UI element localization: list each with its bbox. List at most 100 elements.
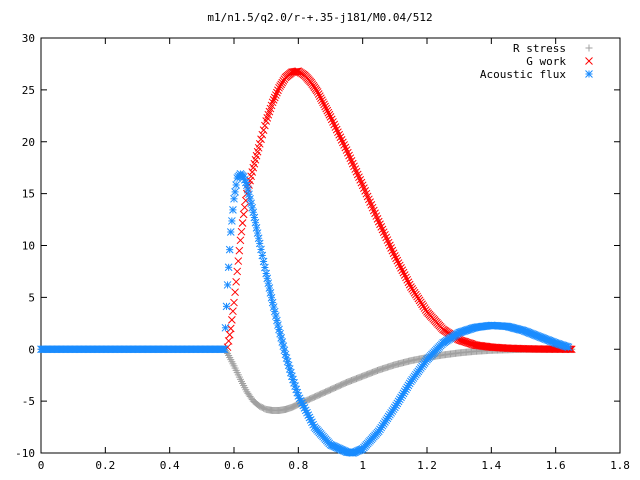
data-point bbox=[400, 271, 409, 279]
data-point bbox=[274, 86, 282, 95]
data-point bbox=[247, 199, 256, 208]
data-point bbox=[378, 225, 387, 234]
series-g-work bbox=[223, 67, 576, 354]
data-point bbox=[390, 252, 399, 260]
chart-title: m1/n1.5/q2.0/r-+.35-j181/M0.04/512 bbox=[207, 11, 432, 24]
data-point bbox=[404, 278, 413, 287]
data-point bbox=[258, 251, 267, 260]
chart-marks bbox=[37, 67, 576, 457]
data-point bbox=[248, 168, 257, 176]
data-point bbox=[232, 277, 240, 286]
data-point bbox=[251, 218, 260, 227]
data-point bbox=[273, 316, 281, 325]
data-point bbox=[231, 288, 239, 297]
data-point bbox=[263, 274, 272, 283]
data-point bbox=[270, 93, 279, 102]
data-point bbox=[257, 245, 265, 254]
y-tick-label: 25 bbox=[22, 84, 35, 97]
data-point bbox=[255, 239, 264, 248]
data-point bbox=[269, 96, 278, 104]
data-point bbox=[239, 210, 248, 219]
data-point bbox=[255, 139, 264, 148]
y-tick-label: 5 bbox=[28, 291, 35, 304]
data-point bbox=[236, 236, 245, 245]
data-point bbox=[225, 330, 234, 339]
data-point bbox=[230, 298, 238, 307]
data-point bbox=[376, 220, 384, 229]
data-point bbox=[353, 170, 362, 179]
data-point bbox=[386, 241, 394, 250]
data-point bbox=[384, 238, 393, 247]
data-point bbox=[342, 146, 351, 154]
y-tick-label: -5 bbox=[22, 395, 35, 408]
data-point bbox=[259, 257, 268, 266]
data-point bbox=[249, 208, 258, 217]
x-tick-label: 1.2 bbox=[417, 459, 437, 472]
data-point bbox=[221, 323, 230, 332]
data-point bbox=[341, 143, 350, 152]
data-point bbox=[339, 138, 347, 147]
data-point bbox=[292, 67, 301, 76]
data-point bbox=[261, 121, 269, 130]
data-point bbox=[399, 268, 408, 277]
data-point bbox=[233, 267, 242, 276]
data-point bbox=[323, 106, 332, 115]
data-point bbox=[269, 303, 278, 311]
data-point bbox=[346, 154, 355, 163]
legend-marker bbox=[585, 70, 593, 78]
data-point bbox=[336, 133, 345, 142]
data-point bbox=[232, 181, 240, 189]
data-point bbox=[393, 256, 402, 265]
data-point bbox=[264, 279, 273, 288]
data-point bbox=[405, 280, 414, 289]
axis-ticks: 0 0.2 0.4 0.6 0.8 1 1.2 1.4 1.6 1.8 -10 -5 0 5 10 15 20 2… bbox=[15, 32, 630, 472]
data-point bbox=[223, 281, 232, 289]
data-point bbox=[389, 249, 398, 258]
data-point bbox=[229, 206, 237, 214]
data-point bbox=[244, 185, 252, 194]
data-point bbox=[313, 88, 322, 96]
data-point bbox=[388, 246, 397, 255]
data-point bbox=[327, 115, 336, 124]
data-point bbox=[383, 236, 392, 244]
data-point bbox=[340, 141, 348, 149]
data-point bbox=[356, 176, 365, 184]
data-point bbox=[220, 345, 229, 354]
data-point bbox=[324, 108, 333, 117]
data-point bbox=[252, 224, 261, 232]
data-point bbox=[343, 148, 352, 157]
data-point bbox=[402, 273, 410, 282]
data-point bbox=[398, 266, 407, 275]
data-point bbox=[332, 125, 341, 134]
data-point bbox=[243, 181, 251, 190]
y-tick-label: 15 bbox=[22, 188, 35, 201]
data-point bbox=[325, 110, 334, 119]
data-point bbox=[224, 263, 233, 272]
series-acoustic-flux bbox=[37, 170, 573, 457]
data-point bbox=[274, 321, 282, 329]
data-point bbox=[352, 167, 361, 176]
y-tick-label: 0 bbox=[28, 343, 35, 356]
x-tick-label: 0.6 bbox=[224, 459, 244, 472]
x-tick-label: 0 bbox=[38, 459, 45, 472]
x-tick-label: 0.4 bbox=[160, 459, 180, 472]
data-point bbox=[254, 234, 263, 243]
data-point bbox=[222, 302, 231, 311]
data-point bbox=[381, 230, 389, 239]
data-point bbox=[270, 307, 279, 316]
data-point bbox=[403, 275, 412, 284]
x-tick-label: 0.8 bbox=[288, 459, 308, 472]
data-point bbox=[228, 316, 236, 324]
data-point bbox=[261, 263, 269, 272]
x-tick-label: 1 bbox=[359, 459, 366, 472]
data-point bbox=[258, 130, 267, 139]
data-point bbox=[271, 312, 280, 320]
data-point bbox=[357, 178, 366, 187]
data-point bbox=[228, 217, 236, 225]
data-point bbox=[335, 130, 344, 139]
data-point bbox=[240, 203, 249, 212]
y-tick-label: 20 bbox=[22, 136, 35, 149]
legend-marker bbox=[585, 44, 593, 52]
data-point bbox=[224, 337, 233, 345]
